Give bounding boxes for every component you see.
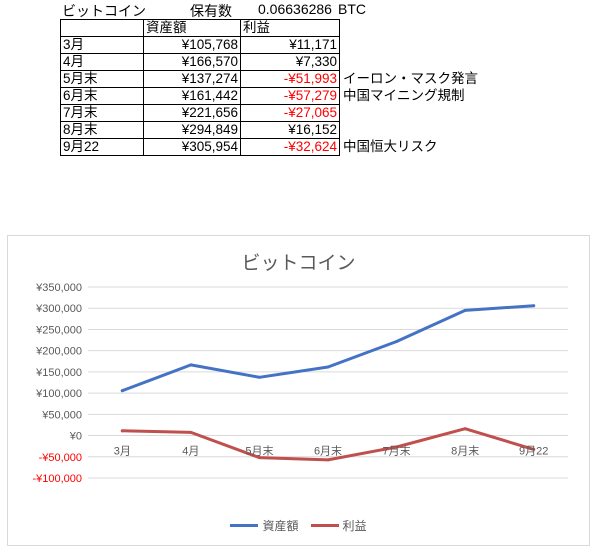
row-note[interactable]: イーロン・マスク発言 (343, 71, 478, 86)
y-tick-label: ¥200,000 (35, 346, 82, 358)
table-row: 7月末 ¥221,656 -¥27,065 (60, 104, 481, 122)
spreadsheet: ビットコイン 保有数 0.06636286 BTC 資産額 利益 3月 ¥105,76… (0, 0, 596, 230)
chart-title: ビットコイン (241, 253, 356, 274)
data-point (257, 375, 261, 379)
sheet-title[interactable]: ビットコイン (62, 3, 146, 19)
x-tick-label: 3月 (114, 446, 131, 458)
row-note[interactable] (340, 122, 481, 139)
row-label-cell[interactable]: 5月末 (60, 70, 144, 88)
row-label-cell[interactable]: 7月末 (60, 104, 144, 122)
table-row: 4月 ¥166,570 ¥7,330 (60, 53, 481, 71)
row-note[interactable]: 中国マイニング規制 (343, 88, 465, 103)
line-chart: ¥350,000 ¥300,000 ¥250,000 ¥200,000 ¥150,000… (32, 282, 568, 485)
asset-cell[interactable]: ¥294,849 (143, 121, 241, 139)
x-tick-label: 6月末 (314, 444, 342, 458)
profit-cell[interactable]: ¥7,330 (240, 53, 340, 71)
y-tick-label: ¥100,000 (35, 388, 82, 400)
y-tick-label: -¥50,000 (39, 452, 82, 464)
x-tick-label: 5月末 (245, 444, 273, 458)
chart-area[interactable]: ビットコイン ¥350,000 ¥300,000 ¥250,000 ¥200,000 ¥… (7, 235, 590, 546)
column-header[interactable] (60, 19, 144, 37)
table-row: 5月末 ¥137,274 -¥51,993 イーロン・マスク発言 (60, 70, 481, 88)
legend-swatch (230, 524, 259, 527)
profit-cell[interactable]: -¥32,624 (240, 138, 340, 156)
legend-label: 利益 (342, 519, 367, 533)
column-header[interactable]: 資産額 (143, 19, 241, 37)
y-tick-label: ¥150,000 (35, 367, 82, 379)
profit-cell[interactable]: -¥57,279 (240, 87, 340, 105)
legend-label: 資産額 (262, 519, 299, 533)
data-point (326, 458, 330, 462)
y-tick-label: ¥350,000 (35, 282, 82, 294)
row-note[interactable] (340, 37, 481, 54)
row-note[interactable]: 中国恒大リスク (343, 139, 438, 154)
x-tick-label: 8月末 (451, 444, 479, 458)
y-tick-label: ¥50,000 (41, 409, 82, 421)
asset-cell[interactable]: ¥221,656 (143, 104, 241, 122)
x-tick-label: 9月22 (519, 446, 548, 458)
data-point (189, 430, 193, 434)
y-tick-label: ¥300,000 (35, 303, 82, 315)
series-line-asset (120, 304, 536, 393)
data-point (532, 447, 536, 451)
data-point (120, 429, 124, 433)
legend-item[interactable]: 資産額 (230, 517, 299, 534)
table-row: 3月 ¥105,768 ¥11,171 (60, 36, 481, 54)
row-note[interactable] (340, 54, 481, 71)
profit-cell[interactable]: ¥16,152 (240, 121, 340, 139)
legend-item[interactable]: 利益 (310, 517, 367, 534)
data-point (463, 308, 467, 312)
row-label-cell[interactable]: 3月 (60, 36, 144, 54)
asset-cell[interactable]: ¥105,768 (143, 36, 241, 54)
chart-legend: 資産額 利益 (8, 516, 589, 534)
data-point (189, 363, 193, 367)
sheet-header-row: ビットコイン 保有数 0.06636286 BTC (0, 0, 400, 19)
data-point (395, 445, 399, 449)
holding-label[interactable]: 保有数 (190, 3, 232, 19)
data-point (326, 365, 330, 369)
profit-cell[interactable]: -¥51,993 (240, 70, 340, 88)
asset-cell[interactable]: ¥305,954 (143, 138, 241, 156)
row-label-cell[interactable]: 8月末 (60, 121, 144, 139)
data-point (120, 389, 124, 393)
asset-cell[interactable]: ¥137,274 (143, 70, 241, 88)
x-tick-label: 4月 (182, 446, 199, 458)
data-table: 資産額 利益 3月 ¥105,768 ¥11,171 4月 ¥166,570 ¥7,330 5月… (60, 19, 481, 156)
data-point (532, 304, 536, 308)
legend-swatch (310, 524, 339, 527)
table-row: 6月末 ¥161,442 -¥57,279 中国マイニング規制 (60, 87, 481, 105)
table-header-row: 資産額 利益 (60, 19, 481, 37)
profit-cell[interactable]: -¥27,065 (240, 104, 340, 122)
holding-unit[interactable]: BTC (338, 1, 366, 17)
y-tick-label: ¥250,000 (35, 324, 82, 336)
data-point (463, 427, 467, 431)
y-tick-label: -¥100,000 (32, 473, 82, 485)
y-tick-label: ¥0 (69, 431, 82, 443)
column-header[interactable]: 利益 (240, 19, 340, 37)
asset-cell[interactable]: ¥166,570 (143, 53, 241, 71)
data-point (395, 339, 399, 343)
asset-cell[interactable]: ¥161,442 (143, 87, 241, 105)
row-label-cell[interactable]: 6月末 (60, 87, 144, 105)
holding-value[interactable]: 0.06636286 (258, 1, 332, 17)
x-tick-label: 7月末 (383, 444, 411, 458)
table-row: 9月22 ¥305,954 -¥32,624 中国恒大リスク (60, 138, 481, 156)
row-note[interactable] (340, 105, 481, 122)
row-label-cell[interactable]: 9月22 (60, 138, 144, 156)
row-label-cell[interactable]: 4月 (60, 53, 144, 71)
profit-cell[interactable]: ¥11,171 (240, 36, 340, 54)
table-row: 8月末 ¥294,849 ¥16,152 (60, 121, 481, 139)
data-point (257, 456, 261, 460)
